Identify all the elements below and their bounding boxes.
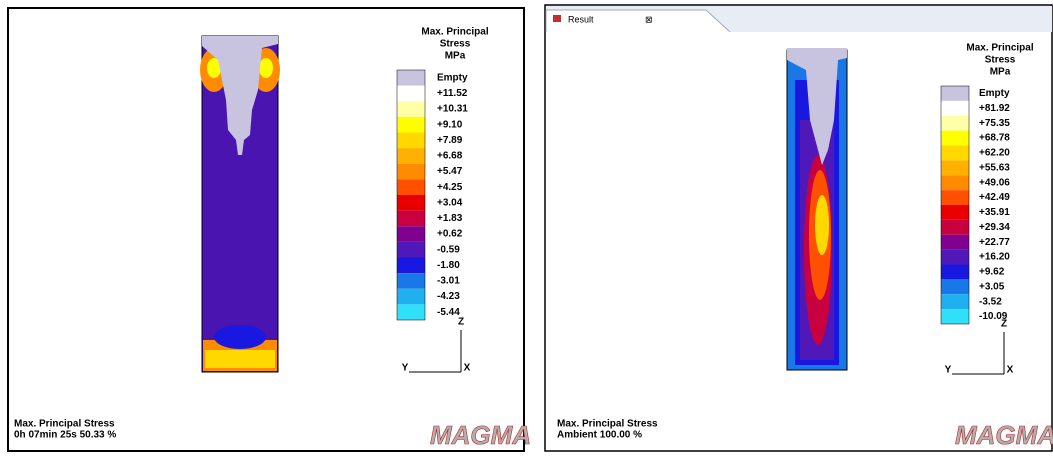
legend-label: -5.44 [437,307,460,318]
legend-swatch [397,195,425,211]
legend-swatch [397,86,425,102]
footer-text: Ambient 100.00 % [557,430,642,441]
legend-label: +3.04 [437,197,463,208]
legend-swatch [397,226,425,242]
legend-label: +9.62 [979,267,1005,278]
legend-title: MPa [445,51,466,62]
legend-label: -3.01 [437,276,460,287]
legend-title: Stress [440,39,471,50]
legend-swatch [941,279,969,294]
legend-swatch [397,101,425,117]
legend-label: -0.59 [437,244,460,255]
legend-swatch [941,101,969,116]
tab-label[interactable]: Result [568,14,594,24]
legend-swatch [941,265,969,280]
footer-text: Max. Principal Stress [557,419,658,430]
legend-swatch [397,70,425,86]
legend-swatch [941,205,969,220]
legend-swatch [941,309,969,324]
legend-label: +0.62 [437,229,463,240]
casting-left [200,36,280,372]
legend-label: +49.06 [979,177,1010,188]
legend-label: +75.35 [979,118,1010,129]
legend-swatch [397,211,425,227]
legend-label: +5.47 [437,166,463,177]
legend-swatch [941,116,969,131]
legend-label: Empty [979,88,1010,99]
legend-title: Max. Principal [421,27,488,38]
legend-label: +42.49 [979,192,1010,203]
legend-label: +1.83 [437,213,463,224]
axis-label: X [1007,365,1014,376]
legend-label: +55.63 [979,162,1010,173]
tab-close[interactable]: ⊠ [645,14,653,24]
axis-label: Y [945,365,952,376]
legend-swatch [397,179,425,195]
screen: ⊠ Max. PrincipalStressMPaEmpty+11.52+10.… [0,0,1053,452]
legend-label: +9.10 [437,119,463,130]
legend-swatch [941,131,969,146]
legend-swatch [397,117,425,133]
legend-label: +22.77 [979,237,1010,248]
legend-label: +35.91 [979,207,1010,218]
legend-swatch [397,242,425,258]
legend-label: +11.52 [437,88,468,99]
legend-swatch [941,235,969,250]
legend-label: +62.20 [979,148,1010,159]
axis-label: Z [458,317,464,328]
logo: MAGMA [955,420,1053,450]
legend-swatch [397,258,425,274]
legend-swatch [941,146,969,161]
footer-text: 0h 07min 25s 50.33 % [14,430,116,441]
legend-title: Max. Principal [966,43,1033,54]
page: ⊠ Max. PrincipalStressMPaEmpty+11.52+10.… [0,0,1053,452]
legend-label: +7.89 [437,135,463,146]
legend-swatch [941,175,969,190]
legend-swatch [941,250,969,265]
legend-swatch [941,294,969,309]
legend-swatch [397,148,425,164]
legend-swatch [941,220,969,235]
axis-label: X [464,363,471,374]
legend-swatch [397,164,425,180]
legend-swatch [941,160,969,175]
legend-label: +6.68 [437,151,463,162]
legend-swatch [397,273,425,289]
legend-title: MPa [990,67,1011,78]
logo: MAGMA [430,420,531,450]
legend-label: +81.92 [979,103,1010,114]
legend-swatch [941,86,969,101]
casting-right [787,48,847,370]
legend-label: -1.80 [437,260,460,271]
legend-label: +3.05 [979,281,1005,292]
legend-label: -3.52 [979,296,1002,307]
legend-label: Empty [437,72,468,83]
legend-label: +16.20 [979,252,1010,263]
legend-label: +68.78 [979,133,1010,144]
tab-icon [553,15,561,22]
legend-label: +29.34 [979,222,1010,233]
legend-label: -4.23 [437,291,460,302]
footer-text: Max. Principal Stress [14,419,115,430]
legend-swatch [397,289,425,305]
legend-swatch [397,304,425,320]
legend-title: Stress [985,55,1016,66]
axis-label: Z [1001,319,1007,330]
legend-label: +4.25 [437,182,463,193]
legend-swatch [941,190,969,205]
axis-label: Y [402,363,409,374]
legend-label: +10.31 [437,104,468,115]
legend-swatch [397,133,425,149]
